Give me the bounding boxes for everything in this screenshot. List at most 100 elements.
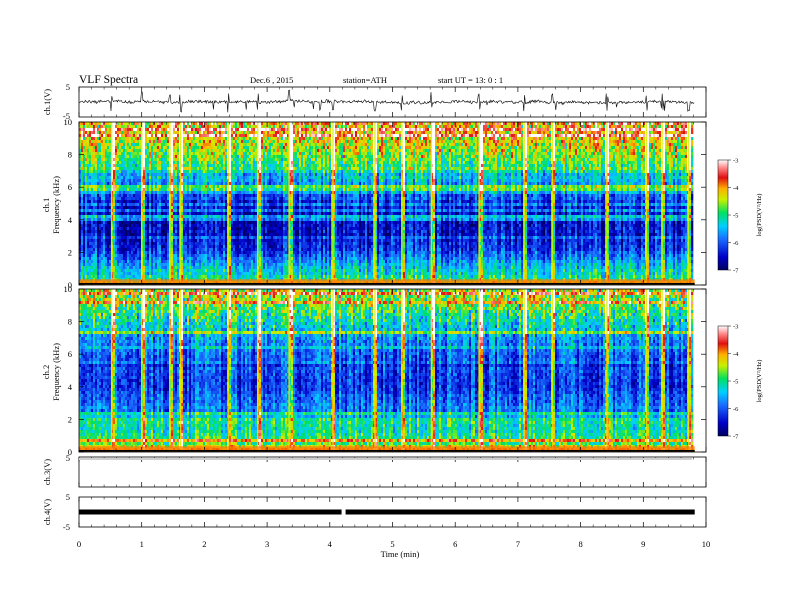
spectrogram-cell xyxy=(231,263,234,267)
spectrogram-cell xyxy=(131,269,134,273)
spectrogram-cell xyxy=(105,152,108,156)
spectrogram-cell xyxy=(217,257,220,261)
spectrogram-cell xyxy=(121,158,124,162)
spectrogram-cell xyxy=(155,191,158,195)
spectrogram-cell xyxy=(221,167,224,171)
spectrogram-cell xyxy=(161,170,164,174)
spectrogram-cell xyxy=(235,176,238,180)
spectrogram-cell xyxy=(115,269,118,273)
spectrogram-cell xyxy=(143,155,146,159)
spectrogram-cell xyxy=(119,170,122,174)
spectrogram-cell xyxy=(129,209,132,213)
spectrogram-cell xyxy=(195,164,198,168)
spectrogram-cell xyxy=(231,197,234,201)
spectrogram-cell xyxy=(199,200,202,204)
spectrogram-cell xyxy=(109,125,112,129)
spectrogram-cell xyxy=(245,266,248,270)
spectrogram-cell xyxy=(153,125,156,129)
spectrogram-cell xyxy=(151,170,154,174)
spectrogram-cell xyxy=(181,149,184,153)
spectrogram-cell xyxy=(217,155,220,159)
spectrogram-cell xyxy=(151,134,154,138)
spectrogram-cell xyxy=(239,134,242,138)
spectrogram-cell xyxy=(199,182,202,186)
spectrogram-cell xyxy=(185,161,188,165)
spectrogram-cell xyxy=(137,182,140,186)
spectrogram-cell xyxy=(191,209,194,213)
spectrogram-cell xyxy=(105,143,108,147)
spectrogram-cell xyxy=(209,236,212,240)
spectrogram-cell xyxy=(253,131,256,135)
spectrogram-cell xyxy=(97,269,100,273)
spectrogram-cell xyxy=(231,266,234,270)
spectrogram-cell xyxy=(79,152,82,156)
spectrogram-cell xyxy=(121,260,124,264)
spectrogram-cell xyxy=(123,122,126,126)
spectrogram-cell xyxy=(223,194,226,198)
spectrogram-cell xyxy=(173,221,176,225)
spectrogram-cell xyxy=(159,215,162,219)
spectrogram-cell xyxy=(125,155,128,159)
spectrogram-cell xyxy=(155,176,158,180)
spectrogram-cell xyxy=(143,239,146,243)
spectrogram-cell xyxy=(251,179,254,183)
spectrogram-cell xyxy=(235,218,238,222)
spectrogram-cell xyxy=(117,167,120,171)
spectrogram-cell xyxy=(229,272,232,276)
spectrogram-cell xyxy=(125,161,128,165)
spectrogram-cell xyxy=(95,152,98,156)
spectrogram-cell xyxy=(137,161,140,165)
spectrogram-cell xyxy=(139,146,142,150)
spectrogram-cell xyxy=(147,161,150,165)
spectrogram-cell xyxy=(239,188,242,192)
spectrogram-cell xyxy=(245,149,248,153)
spectrogram-cell xyxy=(161,251,164,255)
spectrogram-cell xyxy=(209,260,212,264)
spectrogram-cell xyxy=(185,149,188,153)
spectrogram-cell xyxy=(211,125,214,129)
spectrogram-cell xyxy=(229,266,232,270)
spectrogram-cell xyxy=(133,146,136,150)
spectrogram-cell xyxy=(231,164,234,168)
spectrogram-cell xyxy=(81,128,84,132)
spectrogram-cell xyxy=(195,224,198,228)
spectrogram-cell xyxy=(133,191,136,195)
spectrogram-cell xyxy=(157,122,160,126)
spectrogram-cell xyxy=(91,140,94,144)
spectrogram-cell xyxy=(125,194,128,198)
spectrogram-cell xyxy=(83,155,86,159)
spectrogram-cell xyxy=(155,182,158,186)
spectrogram-cell xyxy=(135,260,138,264)
spectrogram-cell xyxy=(157,236,160,240)
spectrogram-cell xyxy=(189,149,192,153)
spectrogram-cell xyxy=(177,206,180,210)
spectrogram-cell xyxy=(151,128,154,132)
spectrogram-cell xyxy=(205,182,208,186)
spectrogram-cell xyxy=(221,140,224,144)
spectrogram-cell xyxy=(225,149,228,153)
spectrogram-cell xyxy=(171,188,174,192)
spectrogram-cell xyxy=(221,248,224,252)
spectrogram-cell xyxy=(127,239,130,243)
spectrogram-cell xyxy=(245,134,248,138)
spectrogram-cell xyxy=(193,161,196,165)
spectrogram-cell xyxy=(181,122,184,126)
spectrogram-cell xyxy=(197,161,200,165)
spectrogram-cell xyxy=(197,176,200,180)
spectrogram-cell xyxy=(197,158,200,162)
spectrogram-cell xyxy=(193,251,196,255)
spectrogram-cell xyxy=(205,209,208,213)
spectrogram-cell xyxy=(93,200,96,204)
spectrogram-cell xyxy=(135,272,138,276)
spectrogram-cell xyxy=(203,275,206,279)
spectrogram-cell xyxy=(117,233,120,237)
spectrogram-cell xyxy=(229,248,232,252)
spectrogram-cell xyxy=(253,194,256,198)
spectrogram-cell xyxy=(167,140,170,144)
spectrogram-cell xyxy=(175,155,178,159)
spectrogram-cell xyxy=(137,239,140,243)
spectrogram-cell xyxy=(201,146,204,150)
spectrogram-cell xyxy=(101,263,104,267)
spectrogram-cell xyxy=(155,254,158,258)
spectrogram-cell xyxy=(217,143,220,147)
